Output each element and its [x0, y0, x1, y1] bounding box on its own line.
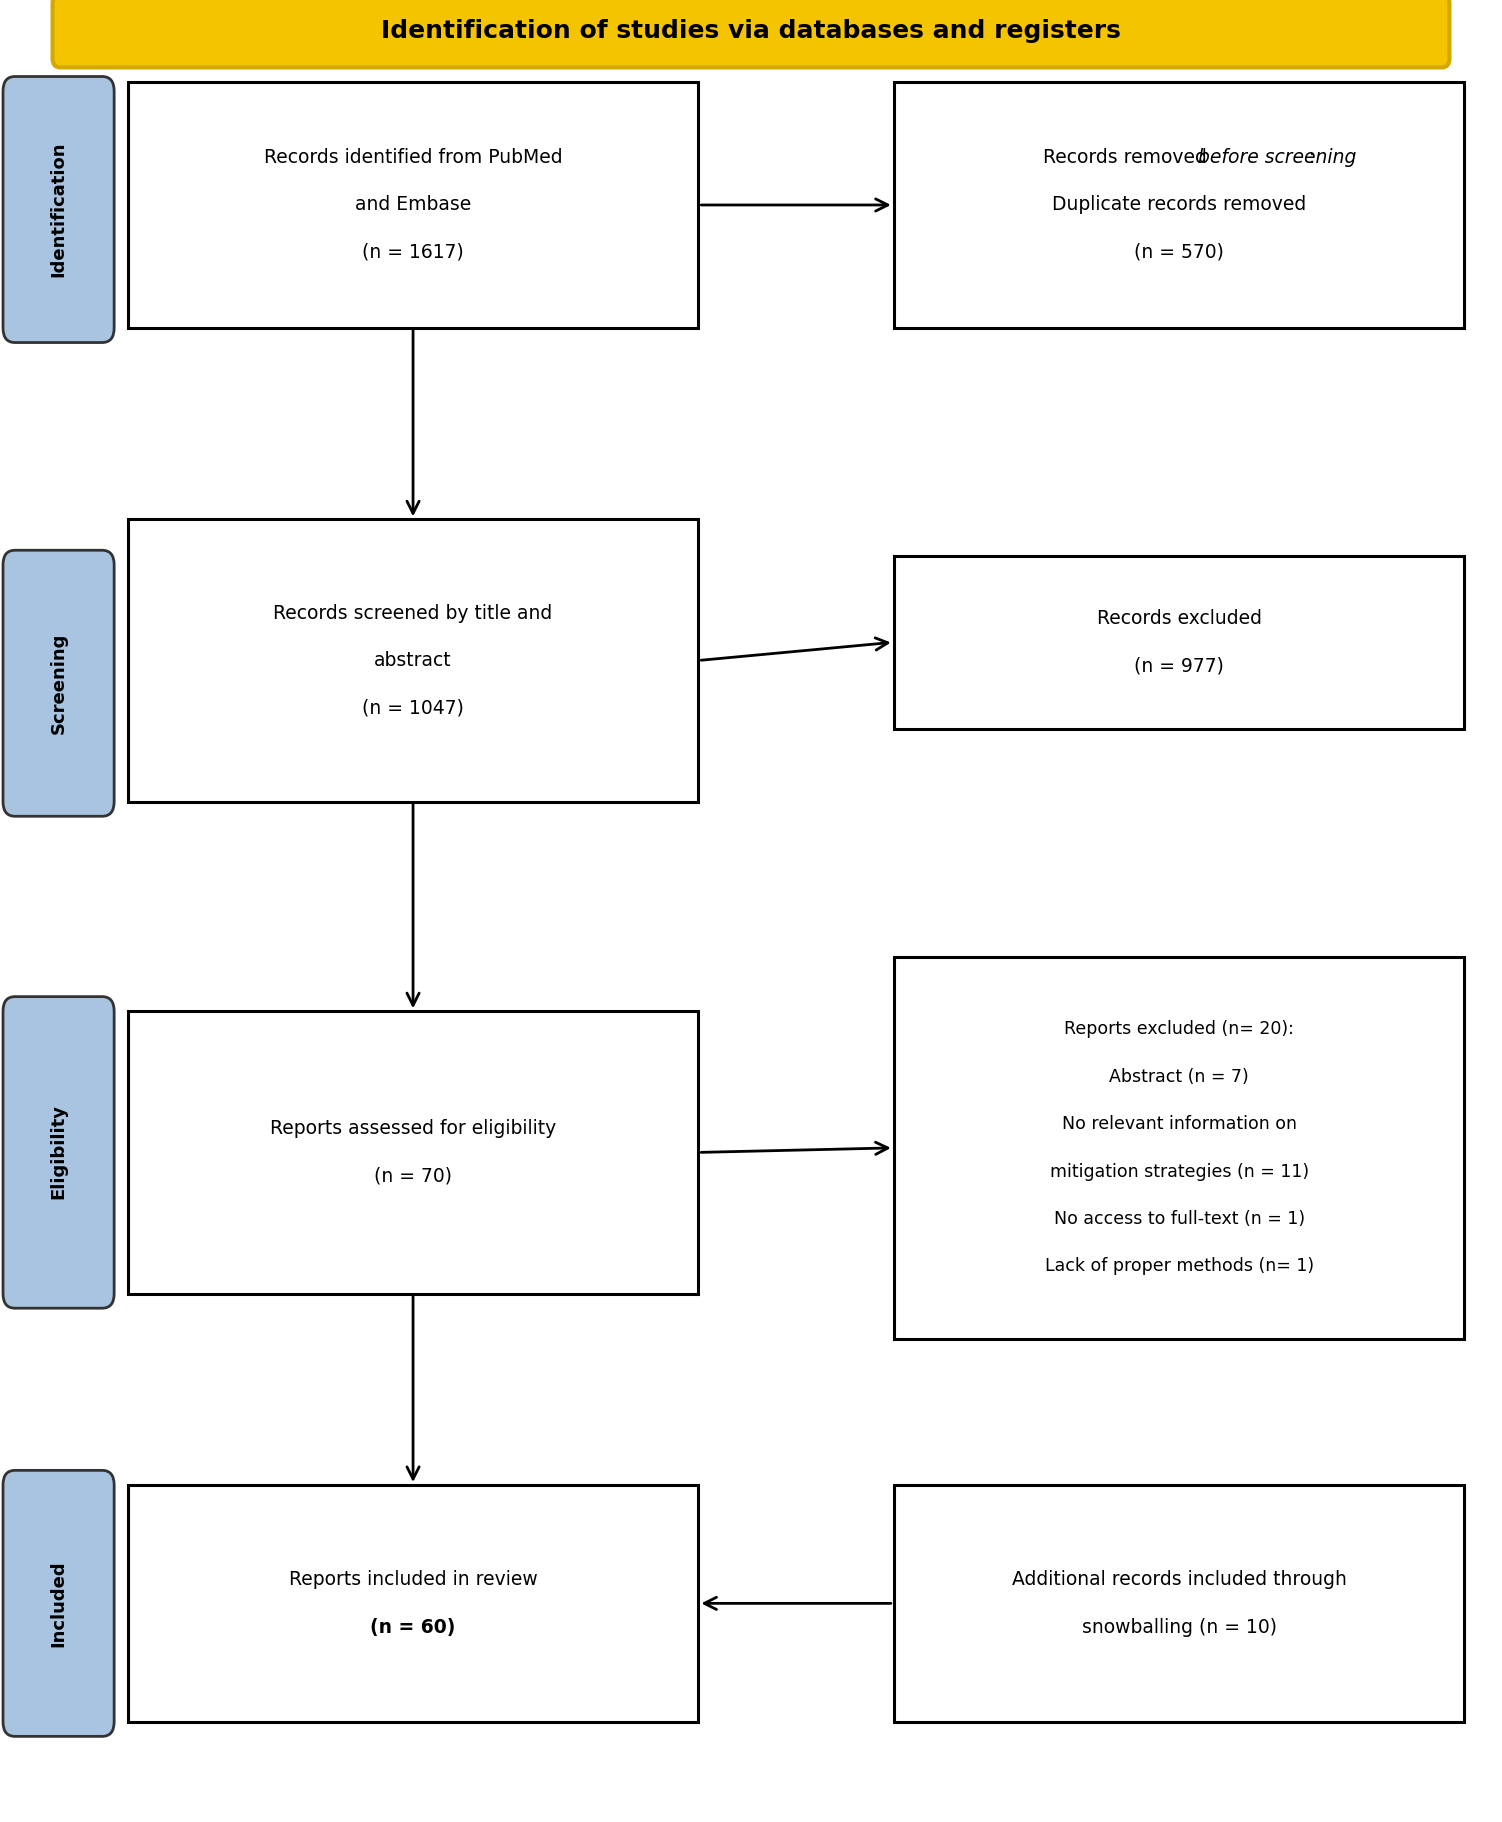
FancyBboxPatch shape	[128, 519, 698, 802]
Text: (n = 60): (n = 60)	[371, 1618, 455, 1636]
Text: Reports assessed for eligibility: Reports assessed for eligibility	[270, 1119, 556, 1139]
Text: (n = 1047): (n = 1047)	[362, 698, 464, 718]
Text: Eligibility: Eligibility	[50, 1104, 68, 1199]
Text: (n = 70): (n = 70)	[374, 1166, 452, 1186]
Text: Identification: Identification	[50, 142, 68, 277]
Text: before screening: before screening	[1197, 148, 1356, 168]
Text: No access to full-text (n = 1): No access to full-text (n = 1)	[1053, 1210, 1305, 1228]
FancyBboxPatch shape	[53, 0, 1449, 67]
Text: Abstract (n = 7): Abstract (n = 7)	[1108, 1068, 1250, 1086]
Text: snowballing (n = 10): snowballing (n = 10)	[1081, 1618, 1277, 1636]
Text: Included: Included	[50, 1560, 68, 1647]
Text: abstract: abstract	[374, 650, 452, 670]
FancyBboxPatch shape	[3, 550, 114, 816]
FancyBboxPatch shape	[128, 82, 698, 328]
FancyBboxPatch shape	[894, 957, 1464, 1339]
Text: Reports included in review: Reports included in review	[288, 1571, 538, 1589]
Text: Reports excluded (n= 20):: Reports excluded (n= 20):	[1063, 1020, 1295, 1039]
FancyBboxPatch shape	[128, 1011, 698, 1294]
FancyBboxPatch shape	[3, 77, 114, 343]
Text: (n = 570): (n = 570)	[1134, 242, 1224, 262]
Text: Records removed                 :: Records removed :	[1042, 148, 1316, 168]
Text: Duplicate records removed: Duplicate records removed	[1051, 195, 1307, 215]
Text: Additional records included through: Additional records included through	[1012, 1571, 1346, 1589]
Text: Records screened by title and: Records screened by title and	[273, 603, 553, 623]
Text: Records identified from PubMed: Records identified from PubMed	[264, 148, 562, 168]
Text: (n = 977): (n = 977)	[1134, 656, 1224, 676]
Text: mitigation strategies (n = 11): mitigation strategies (n = 11)	[1050, 1162, 1308, 1181]
Text: Screening: Screening	[50, 632, 68, 734]
Text: Records excluded: Records excluded	[1096, 609, 1262, 629]
Text: and Embase: and Embase	[354, 195, 472, 215]
FancyBboxPatch shape	[3, 1470, 114, 1736]
FancyBboxPatch shape	[894, 556, 1464, 729]
Text: Identification of studies via databases and registers: Identification of studies via databases …	[382, 18, 1120, 44]
FancyBboxPatch shape	[3, 997, 114, 1308]
FancyBboxPatch shape	[894, 1485, 1464, 1722]
FancyBboxPatch shape	[128, 1485, 698, 1722]
FancyBboxPatch shape	[894, 82, 1464, 328]
Text: (n = 1617): (n = 1617)	[362, 242, 464, 262]
Text: No relevant information on: No relevant information on	[1062, 1115, 1296, 1133]
Text: Lack of proper methods (n= 1): Lack of proper methods (n= 1)	[1044, 1257, 1314, 1275]
